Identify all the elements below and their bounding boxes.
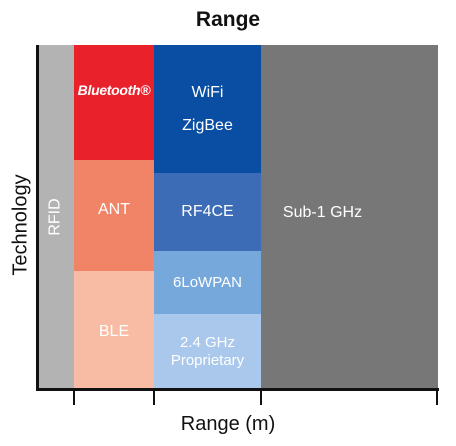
y-axis-label: Technology: [9, 174, 32, 276]
block-rf4ce: RF4CE: [154, 173, 261, 251]
rfid-label: RFID: [47, 198, 65, 236]
proprietary-label-line1: 2.4 GHz: [179, 334, 236, 352]
block-proprietary: 2.4 GHz Proprietary: [154, 314, 261, 389]
block-sub1ghz: Sub-1 GHz: [261, 45, 438, 389]
x-tick-1: [73, 389, 75, 405]
x-tick-4: [436, 389, 438, 405]
block-ble: BLE: [74, 271, 154, 389]
sub1ghz-label: Sub-1 GHz: [282, 203, 363, 221]
rf4ce-label: RF4CE: [181, 202, 234, 220]
block-6lowpan: 6LoWPAN: [154, 251, 261, 314]
ble-label: BLE: [98, 322, 130, 340]
x-tick-3: [260, 389, 262, 405]
block-rfid: RFID: [38, 45, 74, 389]
block-ant: ANT: [74, 160, 154, 271]
bluetooth-label: Bluetooth®: [77, 82, 151, 99]
x-axis: [36, 388, 439, 391]
x-axis-label: Range (m): [180, 413, 276, 435]
block-bluetooth: Bluetooth®: [74, 45, 154, 160]
zigbee-label: ZigBee: [182, 117, 233, 134]
block-wifi-zigbee: WiFi ZigBee: [154, 45, 261, 173]
x-tick-2: [153, 389, 155, 405]
6lowpan-label: 6LoWPAN: [173, 273, 242, 291]
wifi-label: WiFi: [191, 83, 224, 101]
y-axis: [36, 45, 39, 391]
ant-label: ANT: [98, 201, 130, 219]
proprietary-label-line2: Proprietary: [170, 351, 245, 369]
chart-title: Range: [195, 8, 261, 31]
